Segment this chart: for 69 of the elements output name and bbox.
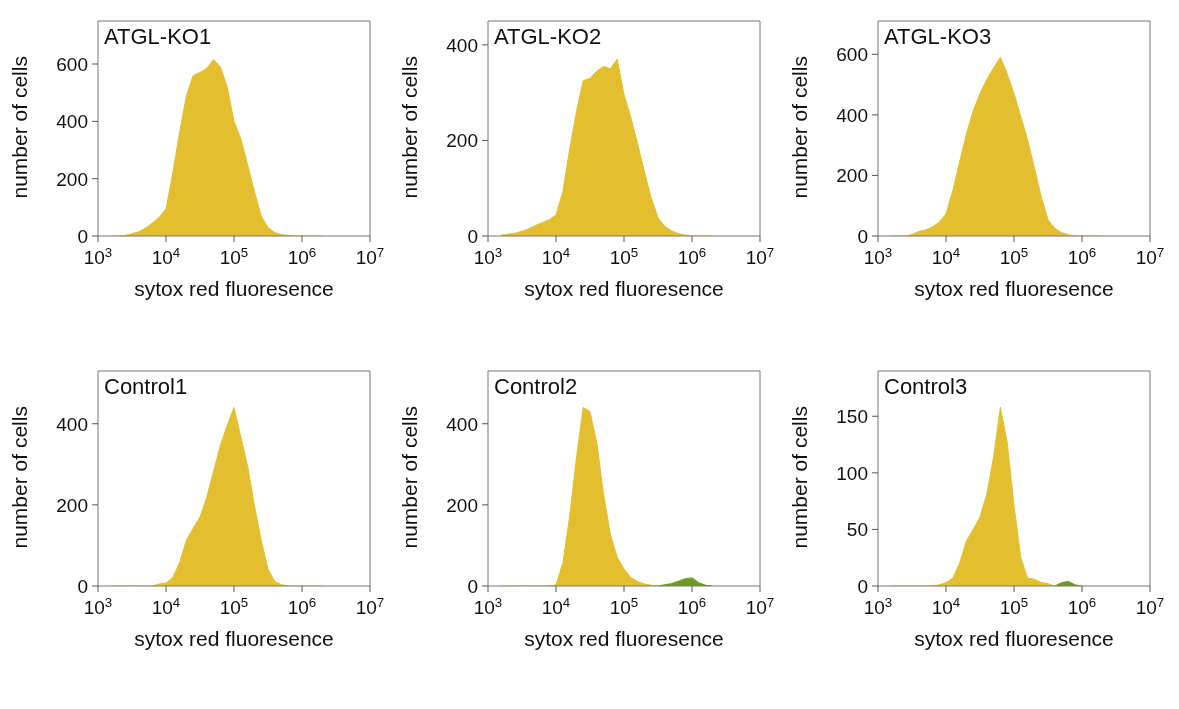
x-tick-label: 10$^{3}$ bbox=[473, 594, 503, 618]
x-tick-label: 10$^{3}$ bbox=[83, 594, 113, 618]
x-tick-label: 10$^{4}$ bbox=[541, 594, 571, 618]
x-tick-label: 10$^{6}$ bbox=[677, 594, 707, 618]
y-axis-title: number of cells bbox=[398, 406, 422, 549]
x-tick-label: 10$^{6}$ bbox=[1067, 244, 1097, 268]
y-axis-title: number of cells bbox=[788, 406, 812, 549]
x-tick-label: 10$^{3}$ bbox=[473, 244, 503, 268]
x-axis-title: sytox red fluoresence bbox=[524, 627, 724, 650]
x-tick-label: 10$^{4}$ bbox=[931, 594, 961, 618]
y-axis-title: number of cells bbox=[398, 56, 422, 199]
y-tick-label: 600 bbox=[836, 44, 868, 66]
x-tick-label: 10$^{7}$ bbox=[355, 594, 385, 618]
chart-title: Control2 bbox=[494, 374, 578, 400]
y-axis-title: number of cells bbox=[8, 406, 32, 549]
y-axis-title: number of cells bbox=[8, 56, 32, 199]
chart-title: Control1 bbox=[104, 374, 188, 400]
y-tick-label: 0 bbox=[467, 226, 478, 247]
x-tick-label: 10$^{7}$ bbox=[745, 244, 775, 268]
chart-title: ATGL-KO3 bbox=[884, 24, 992, 50]
x-tick-label: 10$^{4}$ bbox=[931, 244, 961, 268]
x-tick-label: 10$^{4}$ bbox=[541, 244, 571, 268]
chart-title: ATGL-KO1 bbox=[104, 24, 212, 50]
x-tick-label: 10$^{6}$ bbox=[1067, 594, 1097, 618]
x-tick-label: 10$^{5}$ bbox=[609, 244, 639, 268]
x-tick-label: 10$^{5}$ bbox=[999, 594, 1029, 618]
x-tick-label: 10$^{7}$ bbox=[1135, 244, 1165, 268]
x-axis-title: sytox red fluoresence bbox=[524, 277, 724, 300]
x-axis-title: sytox red fluoresence bbox=[914, 277, 1114, 300]
chart-title: Control3 bbox=[884, 374, 968, 400]
y-tick-label: 200 bbox=[56, 168, 88, 190]
x-axis-title: sytox red fluoresence bbox=[134, 277, 334, 300]
y-tick-label: 50 bbox=[846, 519, 868, 541]
y-tick-label: 0 bbox=[467, 576, 478, 597]
x-tick-label: 10$^{5}$ bbox=[219, 594, 249, 618]
x-tick-label: 10$^{7}$ bbox=[745, 594, 775, 618]
y-tick-label: 150 bbox=[836, 406, 868, 428]
x-tick-label: 10$^{3}$ bbox=[863, 244, 893, 268]
y-tick-label: 400 bbox=[56, 413, 88, 435]
x-tick-label: 10$^{6}$ bbox=[287, 244, 317, 268]
y-tick-label: 0 bbox=[857, 576, 868, 597]
y-tick-label: 200 bbox=[56, 494, 88, 516]
x-tick-label: 10$^{6}$ bbox=[287, 594, 317, 618]
x-tick-label: 10$^{6}$ bbox=[677, 244, 707, 268]
y-tick-label: 100 bbox=[836, 462, 868, 484]
y-tick-label: 0 bbox=[857, 226, 868, 247]
y-axis-title: number of cells bbox=[788, 56, 812, 199]
chart-title: ATGL-KO2 bbox=[494, 24, 602, 50]
y-tick-label: 0 bbox=[77, 226, 88, 247]
x-axis-title: sytox red fluoresence bbox=[914, 627, 1114, 650]
x-tick-label: 10$^{7}$ bbox=[355, 244, 385, 268]
y-tick-label: 200 bbox=[446, 130, 478, 152]
x-tick-label: 10$^{4}$ bbox=[151, 594, 181, 618]
y-tick-label: 400 bbox=[446, 413, 478, 435]
x-tick-label: 10$^{5}$ bbox=[219, 244, 249, 268]
x-tick-label: 10$^{5}$ bbox=[999, 244, 1029, 268]
x-tick-label: 10$^{4}$ bbox=[151, 244, 181, 268]
y-tick-label: 400 bbox=[56, 111, 88, 133]
y-tick-label: 0 bbox=[77, 576, 88, 597]
x-axis-title: sytox red fluoresence bbox=[134, 627, 334, 650]
y-tick-label: 400 bbox=[446, 34, 478, 56]
x-tick-label: 10$^{5}$ bbox=[609, 594, 639, 618]
x-tick-label: 10$^{3}$ bbox=[83, 244, 113, 268]
x-tick-label: 10$^{3}$ bbox=[863, 594, 893, 618]
y-tick-label: 600 bbox=[56, 54, 88, 75]
y-tick-label: 400 bbox=[836, 104, 868, 126]
x-tick-label: 10$^{7}$ bbox=[1135, 594, 1165, 618]
y-tick-label: 200 bbox=[836, 165, 868, 187]
y-tick-label: 200 bbox=[446, 494, 478, 516]
